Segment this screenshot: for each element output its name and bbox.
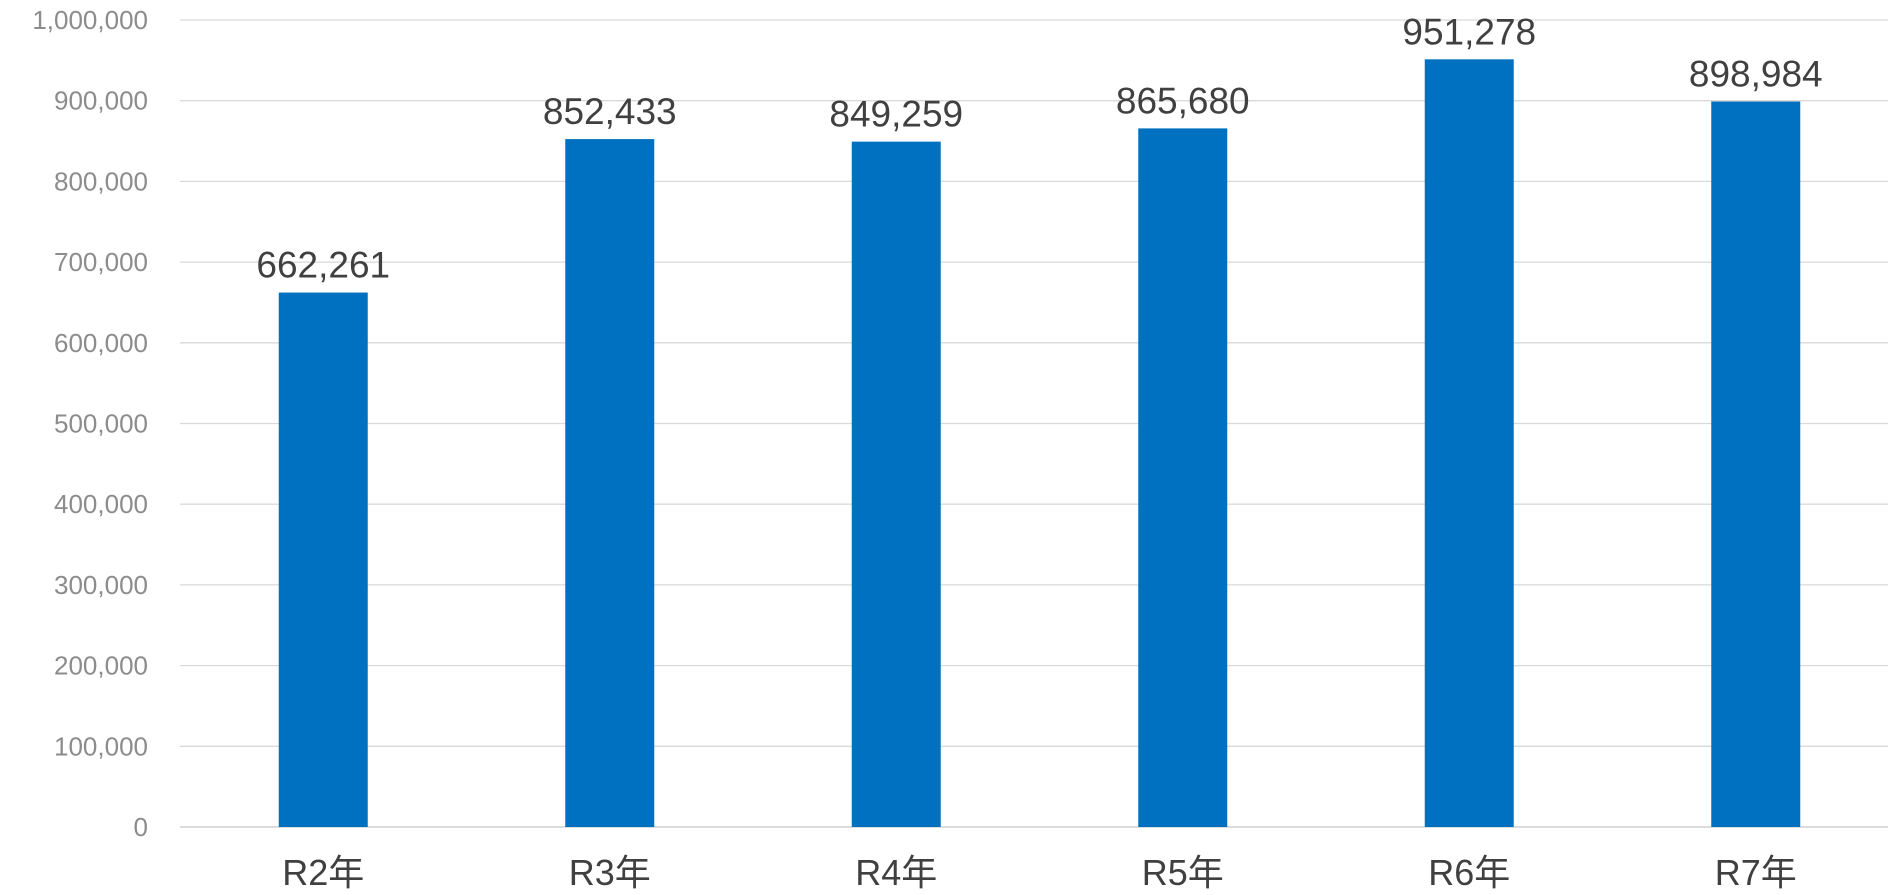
bar <box>1138 128 1228 827</box>
y-tick-label: 300,000 <box>54 570 148 600</box>
data-label: 849,259 <box>829 94 963 135</box>
y-tick-label: 600,000 <box>54 328 148 358</box>
bar <box>1424 59 1514 827</box>
bar <box>565 139 655 828</box>
y-tick-label: 800,000 <box>54 166 148 196</box>
x-axis-tick-labels: R2年 R3年 R4年 R5年 R6年 R7年 <box>282 852 1797 893</box>
y-tick-label: 100,000 <box>54 731 148 761</box>
gridlines <box>180 19 1888 828</box>
x-tick-label: R4年 <box>855 852 937 893</box>
bar <box>278 292 368 827</box>
x-tick-label: R2年 <box>282 852 364 893</box>
x-tick-label: R3年 <box>569 852 651 893</box>
bars <box>278 59 1801 828</box>
data-label: 662,261 <box>256 245 390 286</box>
x-tick-label: R5年 <box>1142 852 1224 893</box>
bar <box>1711 101 1801 828</box>
y-tick-label: 900,000 <box>54 86 148 116</box>
x-tick-label: R6年 <box>1428 852 1510 893</box>
y-tick-label: 700,000 <box>54 247 148 277</box>
y-tick-label: 400,000 <box>54 489 148 519</box>
y-tick-label: 200,000 <box>54 651 148 681</box>
y-tick-label: 0 <box>134 812 148 842</box>
data-label: 865,680 <box>1116 80 1250 121</box>
data-label: 951,278 <box>1402 11 1536 52</box>
data-labels: 662,261 852,433 849,259 865,680 951,278 898,9… <box>256 11 1822 285</box>
data-label: 898,984 <box>1689 54 1823 95</box>
data-label: 852,433 <box>543 91 677 132</box>
y-axis-tick-labels: 0 100,000 200,000 300,000 400,000 500,000 600,… <box>32 5 148 842</box>
y-tick-label: 1,000,000 <box>32 5 148 35</box>
bar <box>851 141 941 828</box>
x-tick-label: R7年 <box>1715 852 1797 893</box>
y-tick-label: 500,000 <box>54 409 148 439</box>
